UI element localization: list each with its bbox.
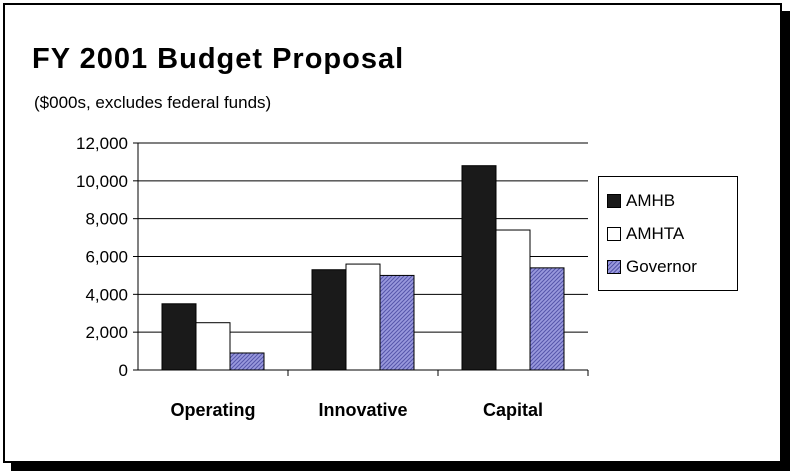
legend-label-amhta: AMHTA [626, 224, 685, 243]
y-tick-label: 6,000 [85, 248, 128, 267]
bar-governor-operating [229, 352, 265, 371]
legend-label-amhb: AMHB [626, 191, 676, 210]
y-tick-label: 0 [119, 361, 128, 380]
legend-swatch-amhta [607, 227, 621, 241]
legend-item-governor: Governor [607, 256, 697, 278]
axes: 0 2,000 4,000 6,000 8,000 10,000 12,000 Operati… [76, 134, 589, 420]
chart-subtitle: ($000s, excludes federal funds) [34, 93, 272, 112]
bar-amhta-operating [195, 322, 231, 371]
legend-item-amhta: AMHTA [607, 223, 684, 245]
bar-governor-capital [529, 267, 565, 371]
legend-item-amhb: AMHB [607, 190, 675, 212]
y-tick-label: 4,000 [85, 285, 128, 304]
x-tick-label: Operating [170, 400, 255, 420]
x-tick-label: Capital [483, 400, 543, 420]
legend: AMHB AMHTA Governor [598, 176, 738, 291]
legend-label-governor: Governor [626, 257, 697, 276]
chart-title: FY 2001 Budget Proposal [32, 43, 405, 75]
legend-swatch-governor [607, 260, 621, 274]
y-tick-label: 2,000 [85, 323, 128, 342]
x-tick-label: Innovative [318, 400, 407, 420]
bar-governor-innovative [379, 274, 415, 371]
bar-amhta-capital [495, 229, 531, 371]
y-tick-label: 8,000 [85, 210, 128, 229]
bars [161, 165, 565, 371]
bar-amhb-innovative [311, 269, 347, 371]
y-tick-label: 12,000 [76, 134, 128, 153]
bar-amhb-capital [461, 165, 497, 371]
legend-swatch-amhb [607, 194, 621, 208]
bar-amhta-innovative [345, 263, 381, 371]
y-tick-label: 10,000 [76, 172, 128, 191]
bar-amhb-operating [161, 303, 197, 371]
